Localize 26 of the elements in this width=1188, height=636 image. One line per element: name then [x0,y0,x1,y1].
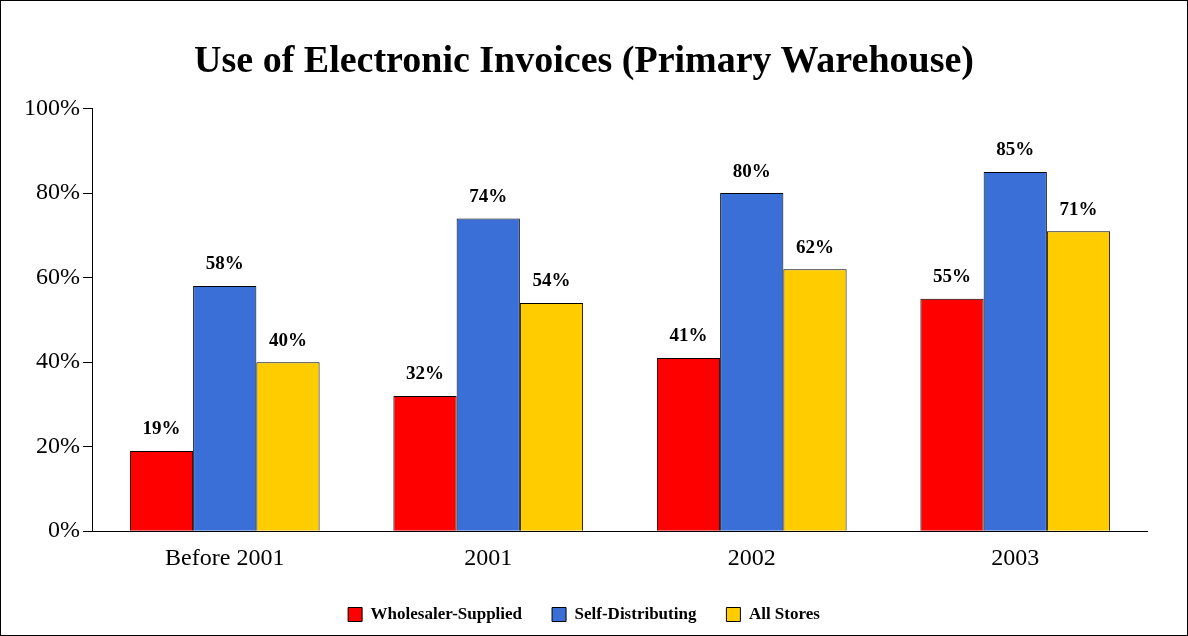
x-tick-label: 2003 [991,543,1040,570]
data-label: 54% [532,269,571,291]
y-tick-label: 40% [35,347,80,374]
data-label: 19% [142,417,181,439]
data-label: 40% [268,328,307,350]
x-tick-label: 2001 [464,543,513,570]
data-label: 74% [469,184,508,206]
data-label: 41% [669,324,708,346]
data-label: 85% [996,138,1035,160]
y-tick-label: 20% [35,431,80,458]
legend-label: Wholesaler-Supplied [370,603,523,623]
data-label: 80% [732,159,771,181]
data-label: 32% [406,362,444,384]
y-tick-label: 100% [23,93,80,120]
data-label: 62% [795,235,834,257]
y-tick-label: 0% [47,516,80,543]
legend-label: Self-Distributing [574,603,697,623]
y-tick-label: 60% [35,262,80,289]
y-tick-label: 80% [35,178,80,205]
data-label: 55% [933,265,972,287]
chart-title: Use of Electronic Invoices (Primary Warehouse) [194,37,974,81]
x-tick-label: Before 2001 [165,543,285,570]
x-tick-label: 2002 [727,543,776,570]
data-label: 71% [1059,197,1098,219]
legend-label: All Stores [748,603,821,623]
data-label: 58% [205,252,244,274]
